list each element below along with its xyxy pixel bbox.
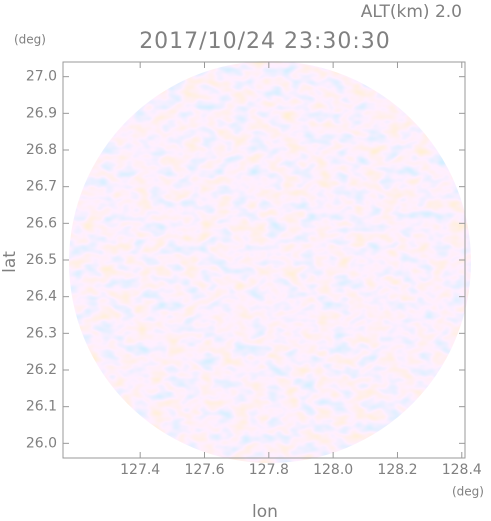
radar-field	[69, 61, 471, 463]
y-tick-label: 26.3	[26, 325, 57, 341]
y-tick-label: 27.0	[26, 69, 57, 85]
y-unit: (deg)	[14, 33, 46, 47]
y-tick-label: 26.6	[26, 215, 57, 231]
x-tick-label: 127.4	[120, 462, 160, 478]
y-tick-label: 26.9	[26, 105, 57, 121]
x-tick-label: 127.8	[249, 462, 289, 478]
x-unit: (deg)	[452, 485, 484, 499]
y-tick-label: 26.5	[26, 252, 57, 268]
y-tick-label: 26.7	[26, 179, 57, 195]
x-tick-label: 127.6	[184, 462, 224, 478]
x-tick-label: 128.2	[377, 462, 417, 478]
altitude-label: ALT(km) 2.0	[361, 2, 462, 22]
y-tick-label: 26.1	[26, 399, 57, 415]
x-tick-label: 128.0	[313, 462, 353, 478]
y-tick-label: 26.8	[26, 142, 57, 158]
y-axis-title: lat	[0, 251, 20, 273]
y-tick-label: 26.4	[26, 289, 57, 305]
x-axis-title: lon	[252, 502, 278, 521]
x-tick-label: 128.4	[442, 462, 482, 478]
y-tick-label: 26.2	[26, 362, 57, 378]
y-tick-label: 26.0	[26, 435, 57, 451]
chart-title: 2017/10/24 23:30:30	[139, 29, 391, 54]
